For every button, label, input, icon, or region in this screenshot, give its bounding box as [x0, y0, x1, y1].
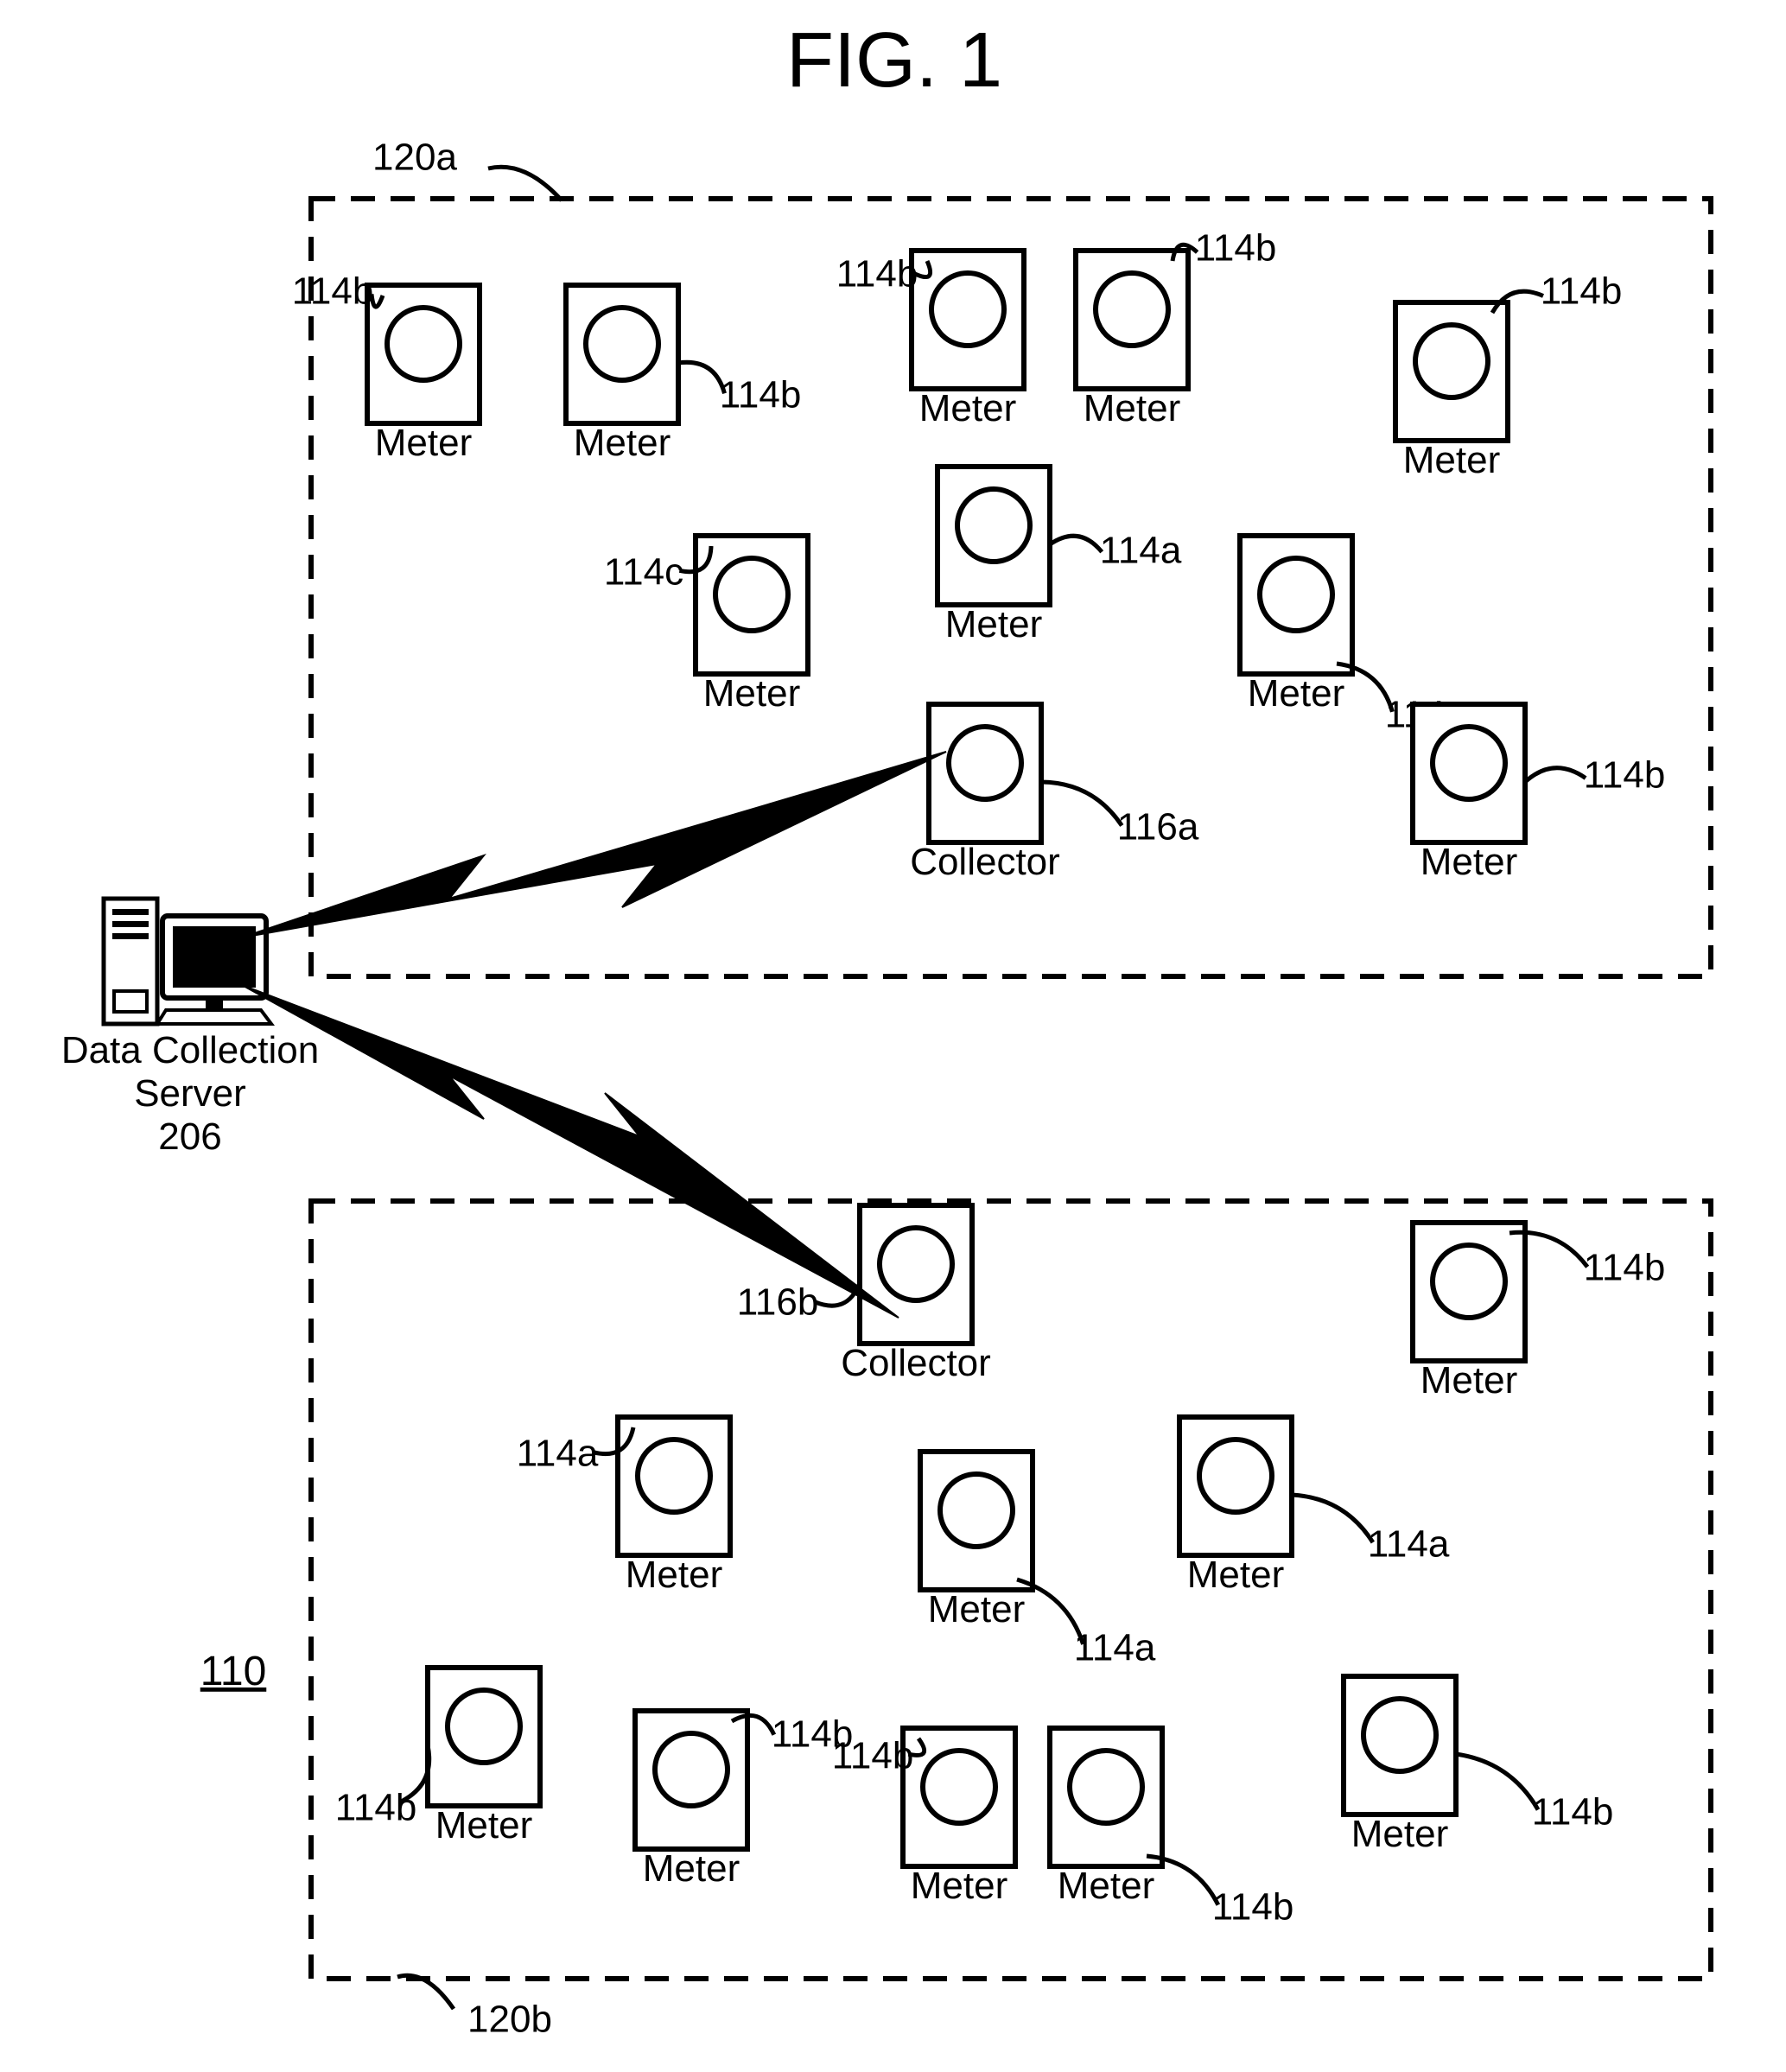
meter-node: Meter [367, 285, 480, 464]
meter-node: Meter [618, 1417, 730, 1596]
node-label: Collector [910, 841, 1060, 883]
meter-node: Meter [635, 1711, 747, 1890]
reference-label: 114b [1541, 270, 1623, 313]
meter-node: Meter [1076, 251, 1188, 429]
reference-label: 114a [1368, 1523, 1450, 1566]
wireless-link-icon [242, 752, 946, 937]
meter-node: Meter [1050, 1728, 1162, 1907]
meter-node: Meter [1179, 1417, 1292, 1596]
node-label: Meter [435, 1804, 532, 1846]
reference-label: 114a [1074, 1627, 1156, 1669]
collector-node: Collector [910, 704, 1060, 883]
svg-text:120b: 120b [467, 1999, 552, 2041]
reference-label: 114a [1100, 530, 1182, 572]
meter-node: Meter [1413, 704, 1525, 883]
svg-text:Data Collection: Data Collection [61, 1029, 319, 1071]
reference-label: 114b [1195, 227, 1277, 270]
reference-label: 114b [1212, 1886, 1294, 1929]
meter-node: Meter [1240, 536, 1352, 715]
meter-node: Meter [428, 1668, 540, 1846]
node-label: Meter [1187, 1554, 1284, 1596]
node-label: Meter [1403, 439, 1500, 481]
svg-text:206: 206 [158, 1115, 221, 1158]
reference-label: 114b [1584, 1247, 1666, 1289]
node-label: Collector [841, 1342, 991, 1384]
node-label: Meter [574, 422, 671, 464]
reference-label: 114b [1584, 754, 1666, 797]
system-reference: 110 [200, 1649, 267, 1694]
reference-label: 114b [292, 270, 374, 313]
reference-label: 114b [836, 253, 918, 296]
figure-title: FIG. 1 [786, 17, 1002, 104]
leader-line [678, 362, 725, 393]
reference-label: 116b [737, 1281, 819, 1324]
meter-node: Meter [920, 1452, 1033, 1630]
node-label: Meter [945, 603, 1042, 645]
leader-line [1292, 1495, 1373, 1542]
node-label: Meter [375, 422, 472, 464]
meter-node: Meter [1395, 302, 1508, 481]
node-label: Meter [1058, 1865, 1154, 1907]
leader-line [1525, 768, 1586, 782]
data-collection-server: Data CollectionServer206 [61, 899, 319, 1158]
meter-node: Meter [1344, 1676, 1456, 1855]
node-label: Meter [911, 1865, 1007, 1907]
node-label: Meter [1351, 1813, 1448, 1855]
reference-label: 114b [832, 1735, 914, 1777]
reference-label: 114b [335, 1787, 417, 1829]
node-label: Meter [928, 1588, 1025, 1630]
meter-node: Meter [1413, 1223, 1525, 1401]
node-label: Meter [1421, 841, 1517, 883]
svg-text:120a: 120a [372, 137, 457, 179]
leader-line [1041, 782, 1122, 825]
node-label: Meter [919, 387, 1016, 429]
node-label: Meter [703, 672, 800, 715]
svg-text:Server: Server [134, 1072, 246, 1115]
leader-line [1050, 536, 1102, 552]
meter-node: Meter [696, 536, 808, 715]
reference-label: 114b [1532, 1791, 1614, 1834]
reference-label: 116a [1117, 806, 1199, 849]
node-label: Meter [626, 1554, 722, 1596]
reference-label: 114b [720, 374, 802, 416]
leader-line [1456, 1754, 1538, 1809]
meter-node: Meter [937, 467, 1050, 645]
reference-label: 114a [517, 1433, 599, 1475]
reference-label: 114c [604, 551, 683, 594]
wireless-link-icon [242, 985, 899, 1318]
node-label: Meter [1421, 1359, 1517, 1401]
node-label: Meter [643, 1847, 740, 1890]
node-label: Meter [1084, 387, 1180, 429]
node-label: Meter [1248, 672, 1344, 715]
meter-node: Meter [566, 285, 678, 464]
